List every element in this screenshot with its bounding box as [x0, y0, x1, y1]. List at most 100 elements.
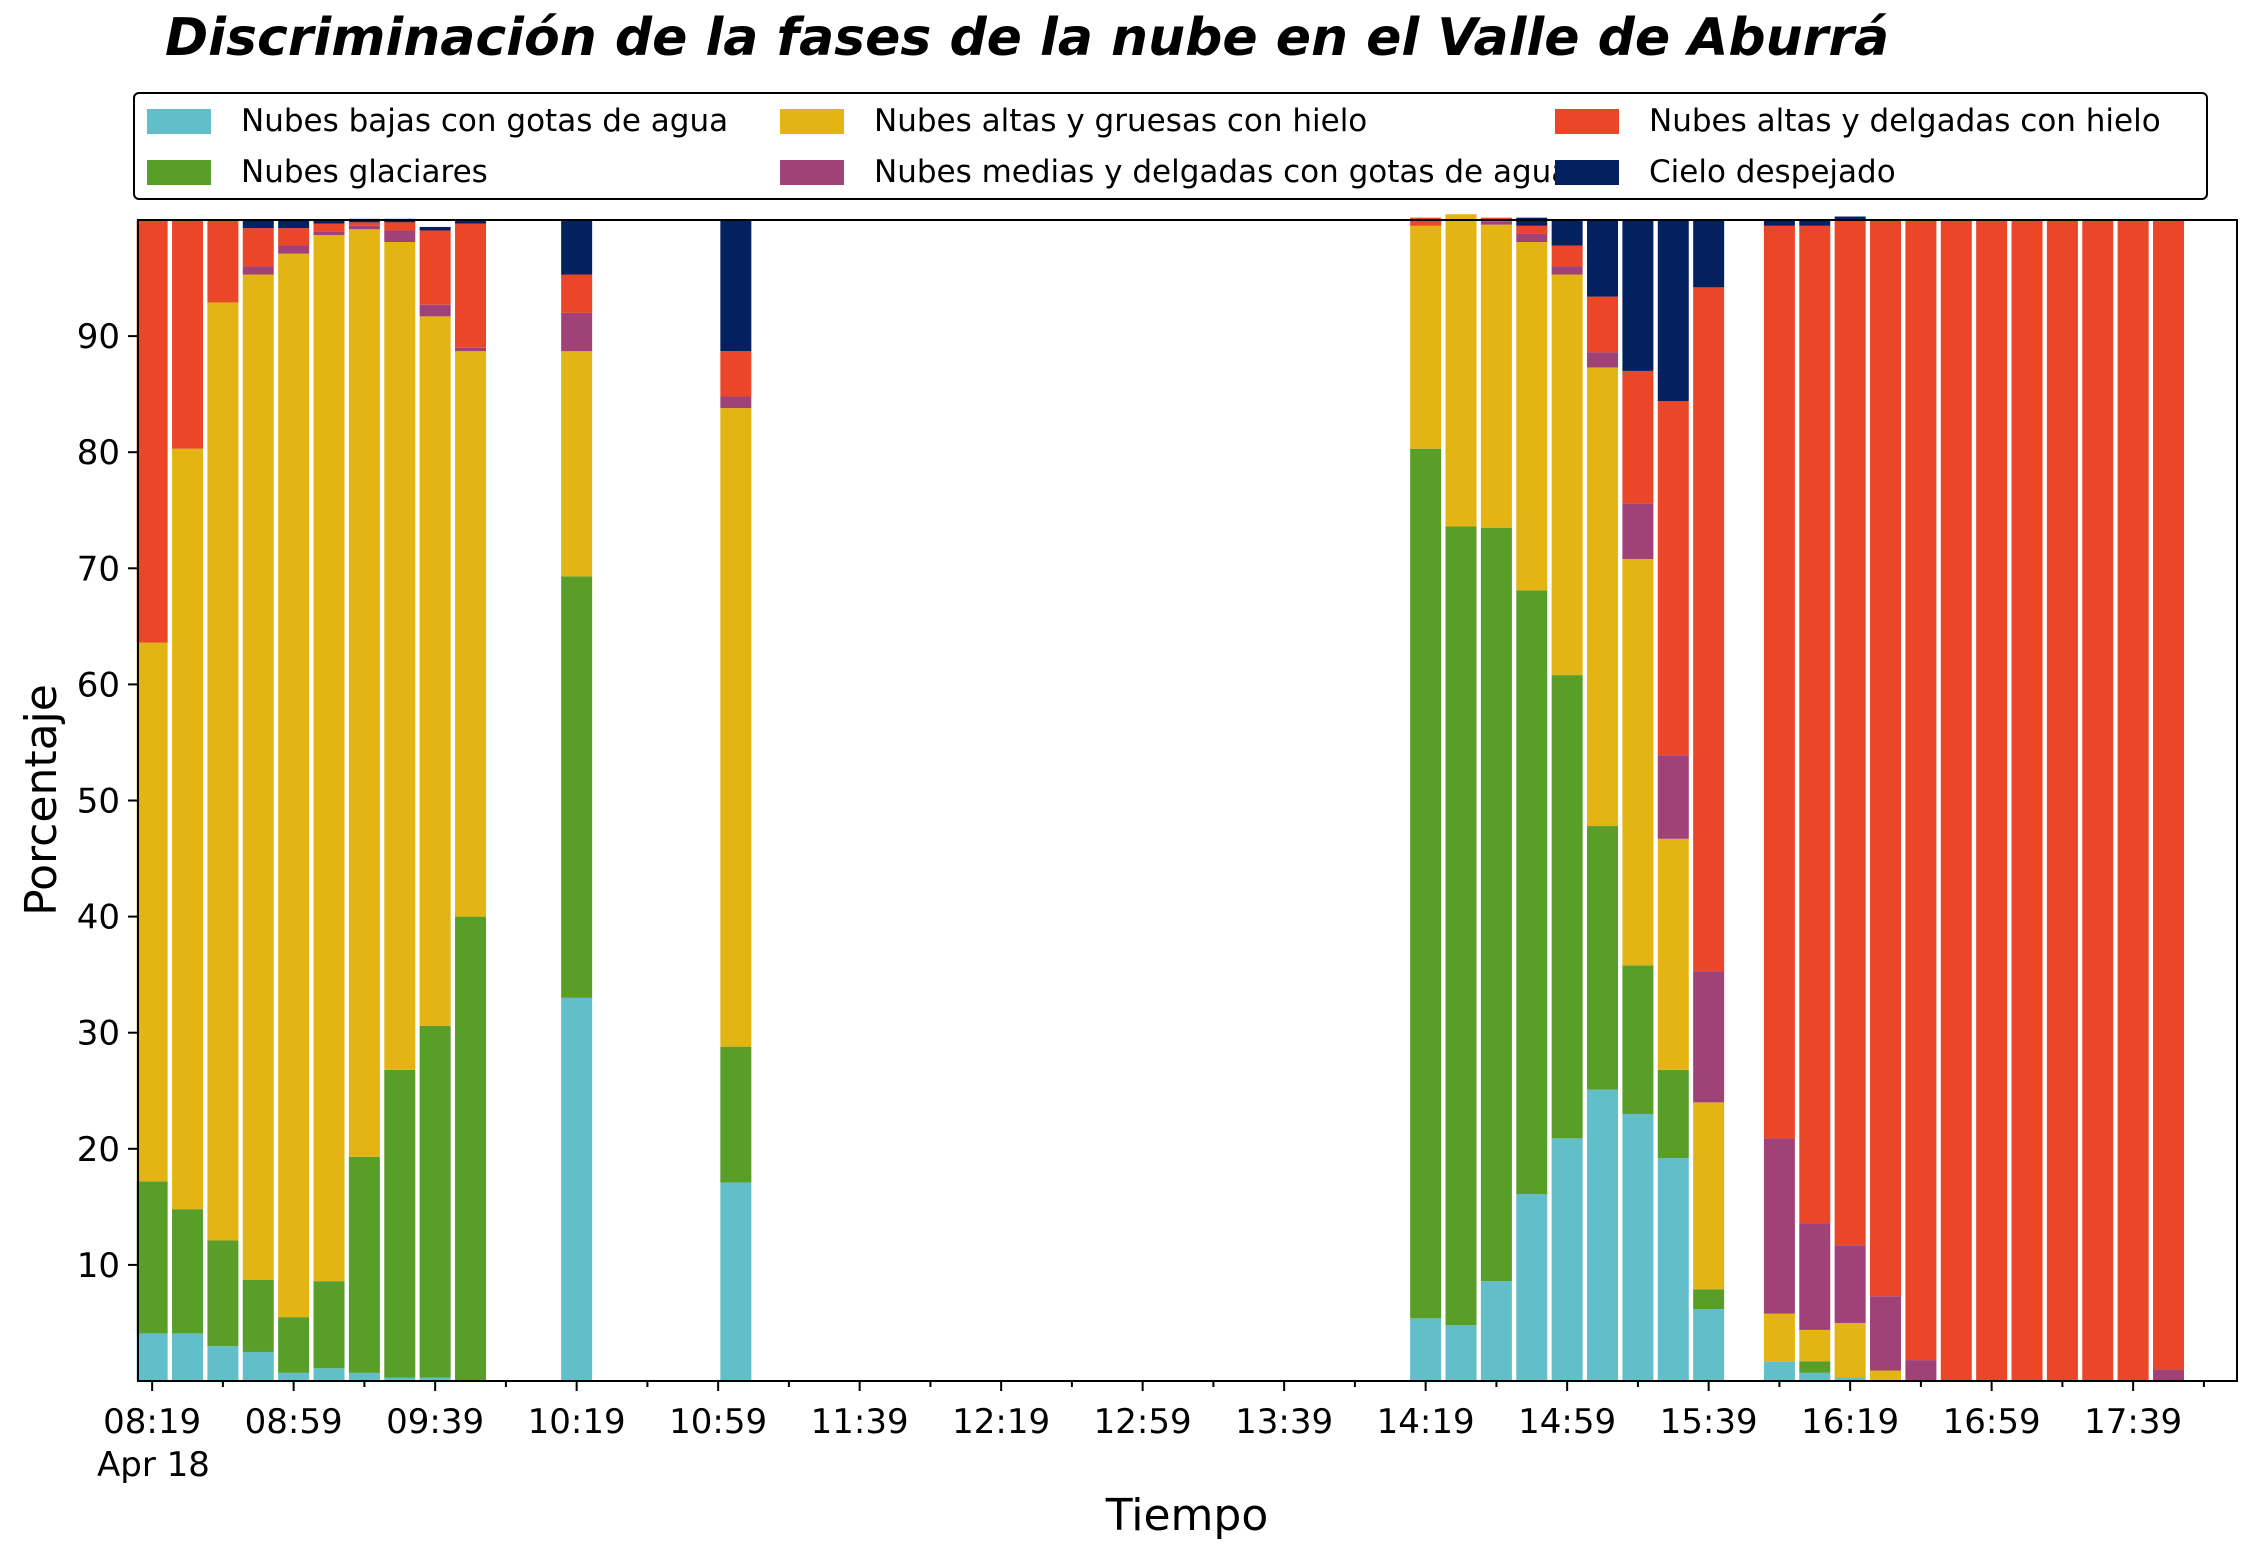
- bar-segment: [720, 351, 752, 397]
- x-tick-label: 16:59: [1943, 1402, 2041, 1442]
- bar-segment: [1799, 220, 1831, 226]
- x-tick-label: 09:39: [386, 1402, 484, 1442]
- bar-segment: [278, 245, 310, 254]
- legend-label: Nubes altas y delgadas con hielo: [1649, 103, 2161, 139]
- legend-swatch: [780, 108, 844, 134]
- bar-segment: [278, 228, 310, 246]
- bar-segment: [242, 1279, 274, 1352]
- y-axis: 10 20 30 40 50 60 70 80 90: [77, 317, 138, 1286]
- bar-segment: [313, 1368, 345, 1381]
- bar-segment: [242, 266, 274, 275]
- bar-segment: [1480, 1281, 1512, 1381]
- legend-label: Nubes medias y delgadas con gotas de agu…: [874, 154, 1571, 190]
- bar-segment: [1763, 220, 1795, 226]
- bar-segment: [278, 1372, 310, 1381]
- bar-segment: [242, 228, 274, 267]
- bar-segment: [2117, 220, 2149, 1381]
- x-tick-label: 08:19: [103, 1402, 201, 1442]
- legend-item: Nubes bajas con gotas de agua: [147, 99, 728, 143]
- bar-segment: [455, 916, 487, 1381]
- bar-segment: [207, 1240, 239, 1347]
- bar-segment: [1834, 1322, 1866, 1378]
- bar-segment: [1763, 1361, 1795, 1381]
- bar-segment: [419, 316, 451, 1026]
- bar-segment: [1870, 1296, 1902, 1371]
- bar-segment: [136, 1181, 168, 1334]
- bar-segment: [313, 223, 345, 232]
- bar-segment: [455, 223, 487, 348]
- legend-swatch: [1555, 108, 1619, 134]
- x-tick-label: 10:19: [528, 1402, 626, 1442]
- y-axis-title: Porcentaje: [16, 684, 67, 916]
- bar-segment: [1799, 225, 1831, 1224]
- bar-segment: [348, 229, 380, 1157]
- bar-segment: [1834, 1245, 1866, 1323]
- bar-segment: [1799, 1223, 1831, 1330]
- bar-segment: [1905, 1360, 1937, 1381]
- bar-segment: [1622, 503, 1654, 560]
- legend-swatch: [780, 159, 844, 185]
- bar-segment: [384, 242, 416, 1070]
- bar-segment: [720, 1046, 752, 1183]
- x-tick-label: 14:59: [1518, 1402, 1616, 1442]
- bar-segment: [419, 230, 451, 305]
- bar-segment: [384, 1377, 416, 1381]
- bar-segment: [136, 1333, 168, 1381]
- bar-segment: [1551, 245, 1583, 267]
- bar-segment: [561, 274, 593, 313]
- bar-segment: [1693, 1309, 1725, 1381]
- bar-segment: [172, 220, 204, 449]
- bar-segment: [455, 347, 487, 352]
- x-tick-label: 12:19: [952, 1402, 1050, 1442]
- bar-segment: [1445, 526, 1477, 1326]
- x-axis: 08:19 08:59 09:39 10:19 10:59 11:39 12:19 12:59…: [103, 1381, 2205, 1442]
- bar-segment: [2153, 220, 2185, 1370]
- bar-segment: [1587, 826, 1619, 1090]
- y-tick-label: 40: [77, 898, 120, 938]
- bar-segment: [136, 220, 168, 643]
- bar-segment: [1693, 287, 1725, 972]
- date-label: Apr 18: [97, 1445, 210, 1485]
- bar-segment: [1693, 1102, 1725, 1290]
- bar-segment: [1834, 1377, 1866, 1381]
- legend: Nubes bajas con gotas de agua Nubes glac…: [133, 92, 2208, 200]
- bar-segment: [1763, 1138, 1795, 1314]
- bar-segment: [1657, 838, 1689, 1070]
- bar-segment: [207, 220, 239, 303]
- bar-segment: [1976, 220, 2008, 1381]
- y-tick-label: 30: [77, 1014, 120, 1054]
- bar-segment: [561, 997, 593, 1381]
- bar-segment: [1587, 367, 1619, 827]
- bar-segment: [1551, 266, 1583, 275]
- bar-segment: [2082, 220, 2114, 1381]
- y-tick-label: 10: [77, 1246, 120, 1286]
- y-tick-label: 80: [77, 433, 120, 473]
- bar-segment: [1870, 220, 1902, 1297]
- bar-segment: [419, 226, 451, 231]
- bar-segment: [242, 220, 274, 229]
- bar-segment: [278, 1317, 310, 1373]
- bar-segment: [1940, 220, 1972, 1381]
- y-tick-label: 60: [77, 665, 120, 705]
- bars-layer: [136, 214, 2185, 1381]
- bar-segment: [1799, 1361, 1831, 1373]
- bar-segment: [1551, 274, 1583, 676]
- legend-item: Nubes altas y delgadas con hielo: [1555, 99, 2161, 143]
- legend-item: Cielo despejado: [1555, 150, 1896, 194]
- bar-segment: [2153, 1369, 2185, 1381]
- bar-segment: [1799, 1372, 1831, 1381]
- bar-segment: [419, 304, 451, 317]
- y-tick-label: 70: [77, 549, 120, 589]
- x-tick-label: 10:59: [669, 1402, 767, 1442]
- bar-segment: [1516, 217, 1548, 226]
- legend-item: Nubes medias y delgadas con gotas de agu…: [780, 150, 1570, 194]
- bar-segment: [242, 1351, 274, 1381]
- bar-segment: [455, 351, 487, 917]
- y-tick-label: 20: [77, 1130, 120, 1170]
- y-tick-label: 50: [77, 782, 120, 822]
- bar-segment: [1516, 233, 1548, 243]
- bar-segment: [313, 235, 345, 1282]
- bar-segment: [1587, 352, 1619, 368]
- bar-segment: [1410, 1318, 1442, 1381]
